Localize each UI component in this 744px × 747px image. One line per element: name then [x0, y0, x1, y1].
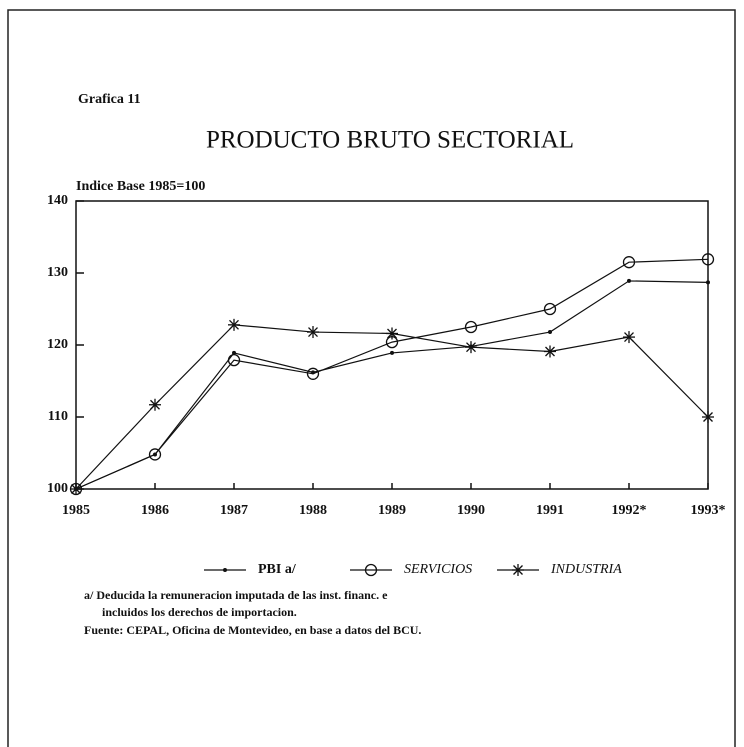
data-point	[149, 398, 161, 411]
data-point	[548, 330, 552, 335]
data-point	[702, 411, 714, 423]
x-tick-label: 1989	[378, 503, 406, 518]
chart-label: Grafica 11	[78, 92, 141, 107]
y-tick-label: 140	[47, 193, 68, 208]
star-stroke	[466, 342, 476, 353]
star-stroke	[71, 484, 81, 494]
page-frame	[7, 9, 736, 747]
data-point	[227, 353, 241, 367]
x-tick-label: 1987	[220, 503, 248, 518]
data-point	[307, 326, 319, 339]
x-tick-label: 1991	[536, 503, 564, 518]
data-point	[148, 448, 162, 461]
legend-label: PBI a/	[258, 562, 297, 577]
data-point	[228, 318, 240, 331]
data-point	[390, 350, 394, 355]
legend-marker	[364, 563, 378, 577]
x-tick-label: 1985	[62, 503, 90, 518]
star-stroke	[150, 399, 160, 410]
plot-frame	[75, 200, 709, 490]
note: a/ Deducida la remuneracion imputada de …	[84, 588, 388, 602]
data-point	[623, 331, 635, 344]
data-point	[465, 341, 477, 354]
note: Fuente: CEPAL, Oficina de Montevideo, en…	[84, 623, 421, 637]
data-point	[386, 327, 398, 340]
data-point	[232, 350, 236, 355]
x-tick-label: 1990	[457, 503, 485, 518]
series-line	[75, 324, 709, 490]
x-tick-label: 1993*	[691, 503, 726, 518]
data-point	[701, 253, 715, 266]
legend-marker	[512, 564, 524, 576]
series-line	[75, 280, 709, 490]
data-point	[622, 256, 636, 269]
star-stroke	[229, 319, 239, 330]
data-point	[543, 302, 557, 316]
data-point	[464, 320, 478, 334]
legend-label: SERVICIOS	[404, 562, 472, 577]
data-point	[627, 278, 631, 283]
star-stroke	[387, 328, 397, 339]
y-tick-label: 130	[47, 265, 68, 280]
chart-title: PRODUCTO BRUTO SECTORIAL	[206, 127, 574, 154]
star-stroke	[624, 332, 634, 343]
star-stroke	[308, 327, 318, 337]
data-point	[706, 280, 710, 285]
x-tick-label: 1988	[299, 503, 327, 518]
star-stroke	[513, 565, 523, 575]
note: incluidos los derechos de importacion.	[102, 605, 297, 619]
x-tick-label: 1992*	[612, 503, 647, 518]
data-point	[70, 483, 82, 495]
star-stroke	[545, 346, 555, 357]
legend-label: INDUSTRIA	[550, 562, 622, 577]
y-tick-label: 110	[48, 409, 68, 424]
series-line	[75, 258, 709, 490]
legend-marker	[223, 568, 227, 572]
y-tick-label: 100	[47, 481, 68, 496]
star-stroke	[703, 412, 713, 422]
y-axis-label: Indice Base 1985=100	[76, 179, 205, 194]
data-point	[544, 345, 556, 358]
data-point	[306, 367, 320, 380]
y-tick-label: 120	[47, 337, 68, 352]
x-tick-label: 1986	[141, 503, 169, 518]
